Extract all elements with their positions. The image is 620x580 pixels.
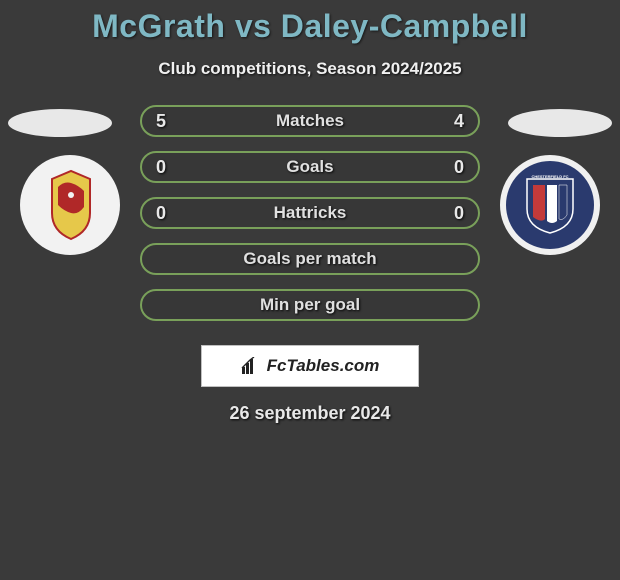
club-badge-right-icon: CHESTERFIELD FC: [523, 175, 577, 235]
club-badge-right: CHESTERFIELD FC: [500, 155, 600, 255]
stat-label: Min per goal: [142, 295, 478, 315]
stat-label: Hattricks: [142, 203, 478, 223]
subtitle: Club competitions, Season 2024/2025: [0, 59, 620, 79]
club-badge-left-icon: [44, 167, 98, 241]
svg-text:CHESTERFIELD FC: CHESTERFIELD FC: [531, 175, 568, 179]
stat-row-goals-per-match: Goals per match: [140, 243, 480, 275]
stat-value-left: 5: [156, 111, 176, 132]
date-text: 26 september 2024: [0, 403, 620, 424]
bars-icon: [241, 357, 263, 375]
stat-label: Matches: [142, 111, 478, 131]
stat-value-right: 4: [444, 111, 464, 132]
club-badge-left: [20, 155, 120, 255]
stat-value-left: 0: [156, 203, 176, 224]
page-title: McGrath vs Daley-Campbell: [0, 8, 620, 45]
comparison-infographic: McGrath vs Daley-Campbell Club competiti…: [0, 0, 620, 424]
player-photo-left: [8, 109, 112, 137]
watermark-text: FcTables.com: [267, 356, 380, 376]
stat-row-goals: 0 Goals 0: [140, 151, 480, 183]
player-photo-right: [508, 109, 612, 137]
stat-label: Goals per match: [142, 249, 478, 269]
stat-label: Goals: [142, 157, 478, 177]
stat-row-matches: 5 Matches 4: [140, 105, 480, 137]
stat-row-hattricks: 0 Hattricks 0: [140, 197, 480, 229]
stat-rows: 5 Matches 4 0 Goals 0 0 Hattricks 0 Goal…: [140, 105, 480, 335]
stat-value-right: 0: [444, 157, 464, 178]
comparison-area: CHESTERFIELD FC 5 Matches 4 0 Goals 0 0 …: [0, 103, 620, 343]
watermark: FcTables.com: [201, 345, 419, 387]
watermark-content: FcTables.com: [241, 356, 380, 376]
stat-row-min-per-goal: Min per goal: [140, 289, 480, 321]
stat-value-right: 0: [444, 203, 464, 224]
stat-value-left: 0: [156, 157, 176, 178]
